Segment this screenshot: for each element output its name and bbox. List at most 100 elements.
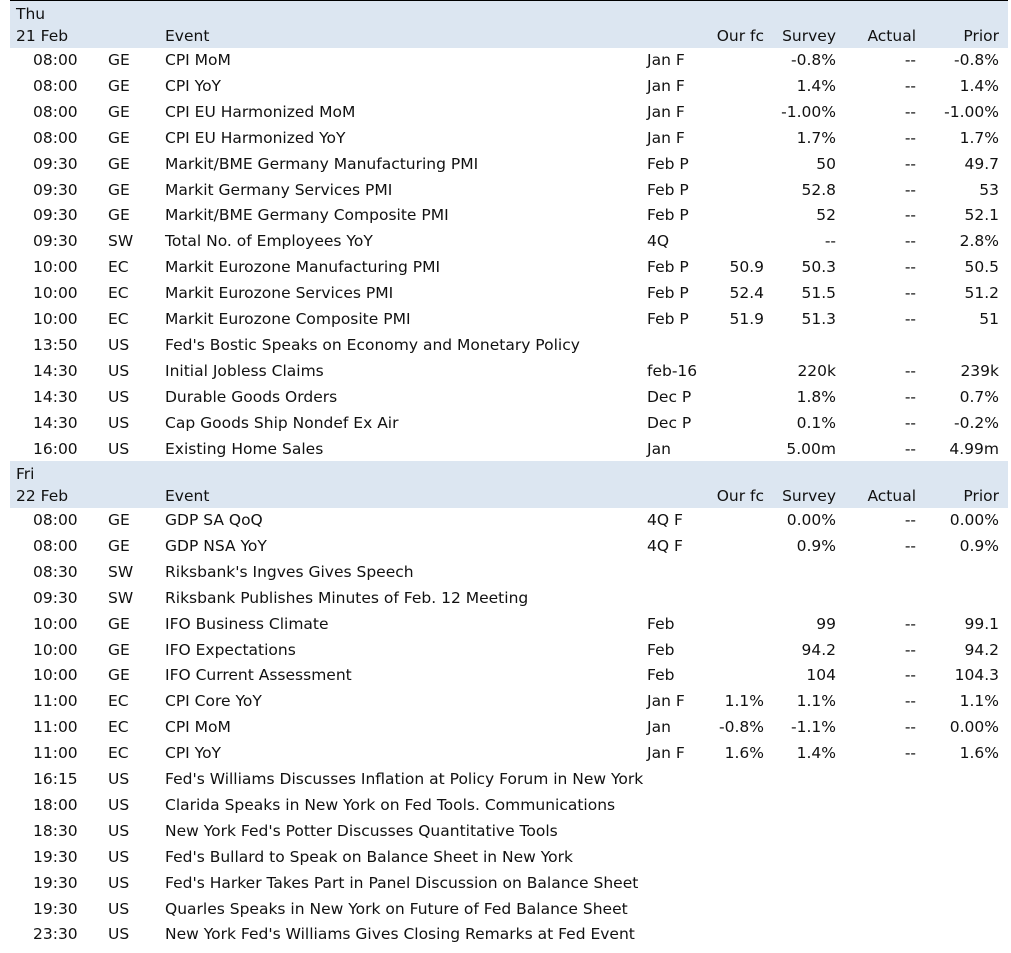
prior-cell: 94.2 <box>964 640 999 659</box>
survey-cell: 104 <box>806 666 836 685</box>
table-row: 19:30 US Quarles Speaks in New York on Fut… <box>10 897 1008 923</box>
period-cell: Jan F <box>647 51 685 69</box>
survey-cell: 1.8% <box>796 387 836 406</box>
event-name-cell: Markit Eurozone Manufacturing PMI <box>165 258 441 277</box>
period-cell: Dec P <box>647 413 692 432</box>
event-name-cell: Initial Jobless Claims <box>165 361 324 380</box>
period-cell: Dec P <box>647 387 692 406</box>
actual-cell: -- <box>904 439 916 458</box>
prior-cell: 0.9% <box>959 536 999 555</box>
actual-cell: -- <box>904 232 916 251</box>
time-cell: 08:00 <box>33 76 78 95</box>
country-cell: EC <box>108 744 129 763</box>
country-cell: EC <box>108 692 129 711</box>
time-cell: 10:00 <box>33 666 78 685</box>
survey-cell: 5.00m <box>786 439 836 458</box>
prior-cell: -1.00% <box>944 102 999 121</box>
event-name-cell: CPI MoM <box>165 51 231 69</box>
time-cell: 16:00 <box>33 439 78 458</box>
event-name-cell: Total No. of Employees YoY <box>165 232 373 251</box>
country-cell: EC <box>108 718 129 737</box>
prior-cell: -0.2% <box>954 413 999 432</box>
prior-cell: 4.99m <box>949 439 999 458</box>
survey-cell: 94.2 <box>801 640 836 659</box>
period-cell: Jan F <box>647 76 685 95</box>
table-row: 19:30 US Fed's Harker Takes Part in Panel … <box>10 871 1008 897</box>
period-cell: 4Q <box>647 232 670 251</box>
table-row: 10:00 EC Markit Eurozone Composite PMI Feb … <box>10 307 1008 333</box>
event-name-cell: Markit/BME Germany Composite PMI <box>165 206 449 225</box>
actual-cell: -- <box>904 258 916 277</box>
event-name-cell: Quarles Speaks in New York on Future of … <box>165 899 628 918</box>
actual-cell: -- <box>904 536 916 555</box>
time-cell: 08:00 <box>33 51 78 69</box>
actual-cell: -- <box>904 692 916 711</box>
time-cell: 10:00 <box>33 258 78 277</box>
event-name-cell: New York Fed's Williams Gives Closing Re… <box>165 925 635 944</box>
prior-cell: 51 <box>979 310 999 328</box>
survey-cell: 0.00% <box>786 511 836 529</box>
table-row: 08:00 GE CPI YoY Jan F 1.4% -- 1.4% <box>10 74 1008 100</box>
top-border <box>10 0 1008 1</box>
survey-cell: 52.8 <box>801 180 836 199</box>
prior-cell: -0.8% <box>954 51 999 69</box>
survey-cell: 51.3 <box>801 310 836 328</box>
actual-cell: -- <box>904 718 916 737</box>
event-name-cell: Existing Home Sales <box>165 439 324 458</box>
country-cell: US <box>108 821 130 840</box>
actual-cell: -- <box>904 614 916 633</box>
event-name-cell: New York Fed's Potter Discusses Quantita… <box>165 821 558 840</box>
our-forecast-cell: 52.4 <box>729 284 764 303</box>
our-forecast-cell: 1.6% <box>724 744 764 763</box>
col-survey: Survey <box>782 487 836 505</box>
time-cell: 09:30 <box>33 206 78 225</box>
survey-cell: 1.7% <box>796 128 836 147</box>
event-name-cell: Fed's Bullard to Speak on Balance Sheet … <box>165 847 573 866</box>
table-row: 13:50 US Fed's Bostic Speaks on Economy an… <box>10 333 1008 359</box>
col-actual: Actual <box>867 487 916 505</box>
actual-cell: -- <box>904 361 916 380</box>
period-cell: Feb P <box>647 258 689 277</box>
event-name-cell: CPI YoY <box>165 76 222 95</box>
event-name-cell: CPI Core YoY <box>165 692 262 711</box>
country-cell: GE <box>108 51 130 69</box>
date-label: 21 Feb <box>16 27 69 45</box>
survey-cell: -1.1% <box>791 718 836 737</box>
table-row: 08:00 GE GDP SA QoQ 4Q F 0.00% -- 0.00% <box>10 508 1008 534</box>
prior-cell: 1.1% <box>959 692 999 711</box>
survey-cell: 52 <box>816 206 836 225</box>
period-cell: Feb P <box>647 206 689 225</box>
country-cell: US <box>108 770 130 788</box>
actual-cell: -- <box>904 76 916 95</box>
time-cell: 08:00 <box>33 511 78 529</box>
event-name-cell: CPI EU Harmonized MoM <box>165 102 356 121</box>
period-cell: Jan F <box>647 744 685 763</box>
col-our-fc: Our fc <box>716 27 764 45</box>
event-name-cell: Cap Goods Ship Nondef Ex Air <box>165 413 399 432</box>
country-cell: US <box>108 361 130 380</box>
country-cell: US <box>108 873 130 892</box>
table-row: 16:00 US Existing Home Sales Jan 5.00m -- 4.99… <box>10 437 1008 463</box>
time-cell: 08:30 <box>33 562 78 581</box>
time-cell: 19:30 <box>33 847 78 866</box>
event-name-cell: GDP NSA YoY <box>165 536 267 555</box>
prior-cell: 104.3 <box>954 666 999 685</box>
event-name-cell: Markit Eurozone Composite PMI <box>165 310 411 328</box>
country-cell: GE <box>108 640 130 659</box>
actual-cell: -- <box>904 511 916 529</box>
table-row: 10:00 GE IFO Expectations Feb 94.2 -- 94.2 <box>10 638 1008 664</box>
period-cell: Feb <box>647 614 675 633</box>
period-cell: Feb P <box>647 310 689 328</box>
prior-cell: 2.8% <box>959 232 999 251</box>
time-cell: 09:30 <box>33 180 78 199</box>
table-row: 18:30 US New York Fed's Potter Discusses Q… <box>10 819 1008 845</box>
period-cell: Feb P <box>647 180 689 199</box>
col-prior: Prior <box>963 27 999 45</box>
prior-cell: 0.00% <box>949 718 999 737</box>
survey-cell: 50.3 <box>801 258 836 277</box>
country-cell: EC <box>108 284 129 303</box>
actual-cell: -- <box>904 206 916 225</box>
time-cell: 08:00 <box>33 102 78 121</box>
table-row: 09:30 GE Markit Germany Services PMI Feb P 5… <box>10 178 1008 204</box>
event-name-cell: Fed's Bostic Speaks on Economy and Monet… <box>165 335 580 354</box>
